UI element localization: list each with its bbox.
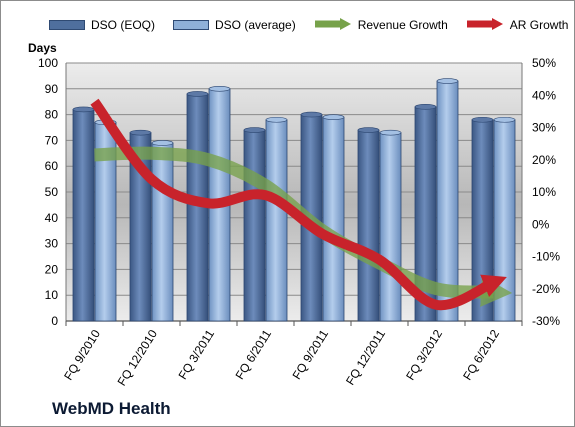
legend-swatch-ar-growth — [466, 17, 504, 34]
legend-item-dso-average: DSO (average) — [173, 18, 296, 32]
bar-cap-dso-eoq — [186, 91, 209, 97]
bar-cap-dso-eoq — [72, 106, 95, 113]
x-category-label: FQ 12/2010 — [115, 327, 161, 388]
bar-cap-dso-average — [151, 140, 174, 146]
x-category-label: FQ 6/2012 — [460, 327, 502, 383]
legend-item-dso-eoq: DSO (EOQ) — [49, 18, 155, 32]
bar-cap-dso-average — [436, 78, 459, 84]
bar-dso-average — [379, 132, 402, 322]
y-right-tick-label: 50% — [532, 56, 556, 70]
x-category-label: FQ 9/2010 — [61, 327, 103, 383]
bar-cap-dso-eoq — [471, 116, 494, 123]
y-right-tick-label: -10% — [532, 250, 560, 264]
x-category-label: FQ 3/2012 — [403, 327, 445, 383]
legend-label-ar-growth: AR Growth — [509, 18, 569, 32]
x-category-label: FQ 6/2011 — [233, 327, 275, 382]
bar-cap-dso-eoq — [414, 104, 437, 110]
y-left-tick-label: 70 — [45, 133, 59, 147]
y-left-tick-label: 80 — [45, 108, 59, 122]
legend-label-revenue-growth: Revenue Growth — [357, 18, 448, 32]
legend-item-ar-growth: AR Growth — [466, 17, 569, 34]
bar-cap-dso-eoq — [243, 127, 266, 133]
legend-label-dso-average: DSO (average) — [215, 18, 296, 32]
bar-cap-dso-average — [322, 114, 345, 120]
y-left-tick-label: 100 — [38, 56, 58, 70]
y-right-tick-label: 20% — [532, 153, 556, 167]
bar-cap-dso-average — [208, 86, 231, 92]
y-right-tick-label: -30% — [532, 314, 560, 328]
legend-swatch-dso-eoq — [49, 20, 85, 30]
bar-dso-eoq — [243, 129, 266, 322]
bar-cap-dso-average — [379, 129, 402, 136]
y-left-tick-label: 30 — [45, 237, 59, 251]
legend-swatch-revenue-growth — [314, 17, 352, 34]
y-left-tick-label: 20 — [45, 262, 59, 276]
y-right-tick-label: 30% — [532, 121, 556, 135]
bar-dso-eoq — [357, 129, 380, 322]
bar-dso-average — [322, 116, 345, 322]
y-right-tick-label: 40% — [532, 88, 556, 102]
legend-label-dso-eoq: DSO (EOQ) — [91, 18, 156, 32]
x-category-label: FQ 9/2011 — [290, 327, 332, 382]
y-left-tick-label: 50 — [45, 185, 59, 199]
bar-cap-dso-eoq — [300, 111, 323, 118]
y-right-tick-label: 0% — [532, 217, 550, 231]
legend-item-revenue-growth: Revenue Growth — [314, 17, 448, 34]
bar-dso-average — [493, 119, 516, 322]
bar-dso-average — [151, 142, 174, 322]
y-left-tick-label: 40 — [45, 211, 59, 225]
y-left-tick-label: 90 — [45, 82, 59, 96]
y-left-tick-label: 0 — [51, 314, 58, 328]
bar-cap-dso-eoq — [129, 129, 152, 136]
bar-cap-dso-eoq — [357, 127, 380, 133]
y-right-tick-label: -20% — [532, 282, 560, 296]
y-left-tick-label: 10 — [45, 288, 59, 302]
y-right-tick-label: 10% — [532, 185, 556, 199]
legend-swatch-dso-average — [173, 20, 210, 30]
bar-dso-average — [265, 119, 288, 322]
x-category-label: FQ 12/2011 — [343, 327, 388, 388]
bar-cap-dso-average — [265, 116, 288, 123]
y-left-tick-label: 60 — [45, 159, 59, 173]
y-axis-title-days: Days — [28, 41, 57, 55]
chart-title: WebMD Health — [52, 399, 171, 418]
chart-legend: DSO (EOQ) DSO (average) Revenue Growth A… — [49, 15, 574, 35]
x-category-label: FQ 3/2011 — [176, 327, 218, 382]
bar-dso-eoq — [72, 109, 95, 322]
bar-cap-dso-average — [493, 116, 516, 123]
line-ar-growth — [90, 98, 507, 311]
